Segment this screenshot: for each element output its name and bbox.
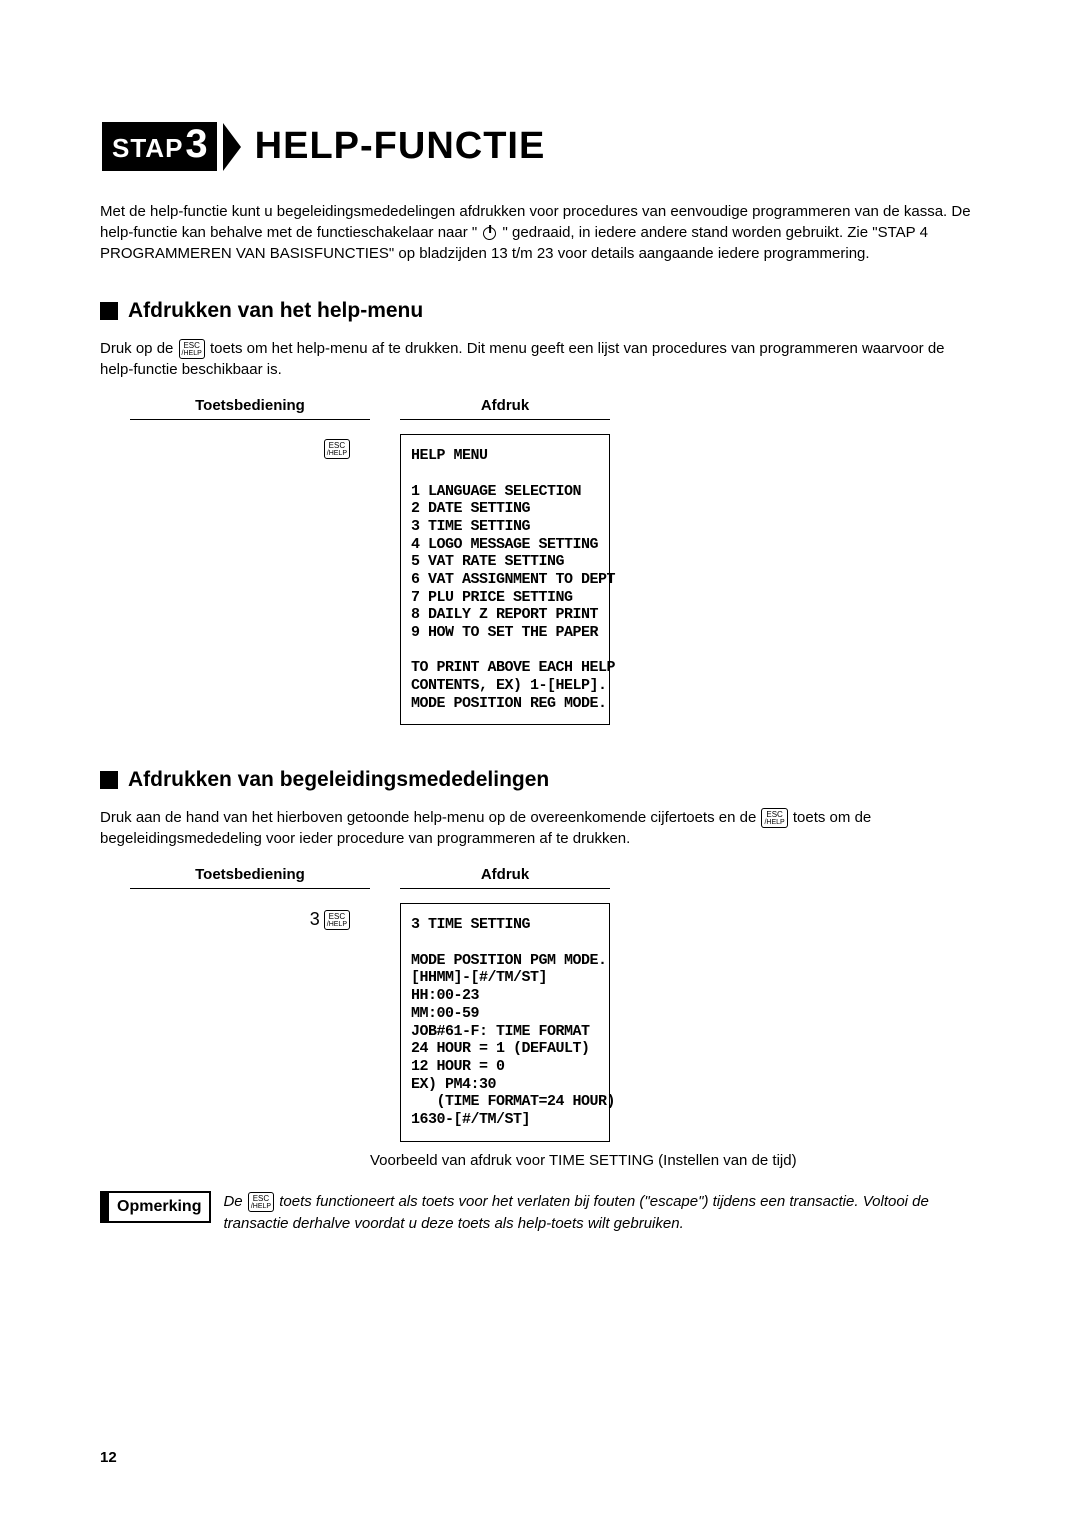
section1-desc-a: Druk op de	[100, 340, 178, 357]
receipt-help-menu: HELP MENU 1 LANGUAGE SELECTION 2 DATE SE…	[400, 434, 610, 725]
section1-receipt-col: HELP MENU 1 LANGUAGE SELECTION 2 DATE SE…	[400, 424, 610, 725]
section2-title: Afdrukken van begeleidingsmededelingen	[100, 765, 980, 794]
section-guidance: Afdrukken van begeleidingsmededelingen D…	[100, 765, 980, 1170]
section2-col-right-title: Afdruk	[400, 861, 610, 889]
section1-table: ESC/HELP HELP MENU 1 LANGUAGE SELECTION …	[130, 424, 980, 725]
step-badge: STAP3	[102, 122, 217, 170]
esc-help-key-icon: ESC/HELP	[761, 808, 787, 828]
section1-title-text: Afdrukken van het help-menu	[128, 296, 423, 325]
note-row: Opmerking De ESC/HELP toets functioneert…	[100, 1191, 980, 1236]
note-badge-bar	[102, 1193, 109, 1221]
section2-receipt-col: 3 TIME SETTING MODE POSITION PGM MODE. […	[400, 893, 610, 1141]
section1-desc-b: toets om het help-menu af te drukken. Di…	[100, 340, 945, 379]
section2-col-titles: Toetsbediening Afdruk	[130, 861, 980, 889]
section1-col-titles: Toetsbediening Afdruk	[130, 392, 980, 420]
esc-help-key-icon: ESC/HELP	[324, 910, 350, 930]
section2-table: 3ESC/HELP 3 TIME SETTING MODE POSITION P…	[130, 893, 980, 1141]
section2-desc: Druk aan de hand van het hierboven getoo…	[100, 807, 980, 850]
note-text: De ESC/HELP toets functioneert als toets…	[223, 1191, 980, 1236]
bullet-icon	[100, 302, 118, 320]
esc-help-key-icon: ESC/HELP	[324, 439, 350, 459]
section1-col-left-title: Toetsbediening	[130, 392, 370, 420]
section1-desc: Druk op de ESC/HELP toets om het help-me…	[100, 338, 980, 381]
section1-title: Afdrukken van het help-menu	[100, 296, 980, 325]
esc-help-key-icon: ESC/HELP	[248, 1192, 274, 1212]
intro-paragraph: Met de help-functie kunt u begeleidingsm…	[100, 201, 980, 264]
note-badge: Opmerking	[100, 1191, 211, 1223]
note-text-b: toets functioneert als toets voor het ve…	[223, 1193, 928, 1233]
section2-title-text: Afdrukken van begeleidingsmededelingen	[128, 765, 549, 794]
page-number: 12	[100, 1447, 117, 1468]
section2-caption: Voorbeeld van afdruk voor TIME SETTING (…	[370, 1150, 980, 1171]
main-title: HELP-FUNCTIE	[255, 120, 546, 173]
section-help-menu: Afdrukken van het help-menu Druk op de E…	[100, 296, 980, 725]
section2-desc-a: Druk aan de hand van het hierboven getoo…	[100, 809, 760, 826]
section2-col-left-title: Toetsbediening	[130, 861, 370, 889]
note-text-a: De	[223, 1193, 246, 1210]
key-prefix-3: 3	[310, 909, 320, 929]
step-label: STAP	[112, 130, 183, 166]
section2-key-col: 3ESC/HELP	[130, 893, 370, 1141]
bullet-icon	[100, 771, 118, 789]
esc-help-key-icon: ESC/HELP	[179, 339, 205, 359]
arrow-icon	[223, 123, 241, 171]
receipt-time-setting: 3 TIME SETTING MODE POSITION PGM MODE. […	[400, 903, 610, 1141]
section1-key-col: ESC/HELP	[130, 424, 370, 725]
step-number: 3	[185, 126, 208, 162]
title-row: STAP3 HELP-FUNCTIE	[100, 120, 980, 173]
section1-col-right-title: Afdruk	[400, 392, 610, 420]
power-icon	[483, 227, 496, 240]
note-badge-label: Opmerking	[109, 1193, 209, 1221]
